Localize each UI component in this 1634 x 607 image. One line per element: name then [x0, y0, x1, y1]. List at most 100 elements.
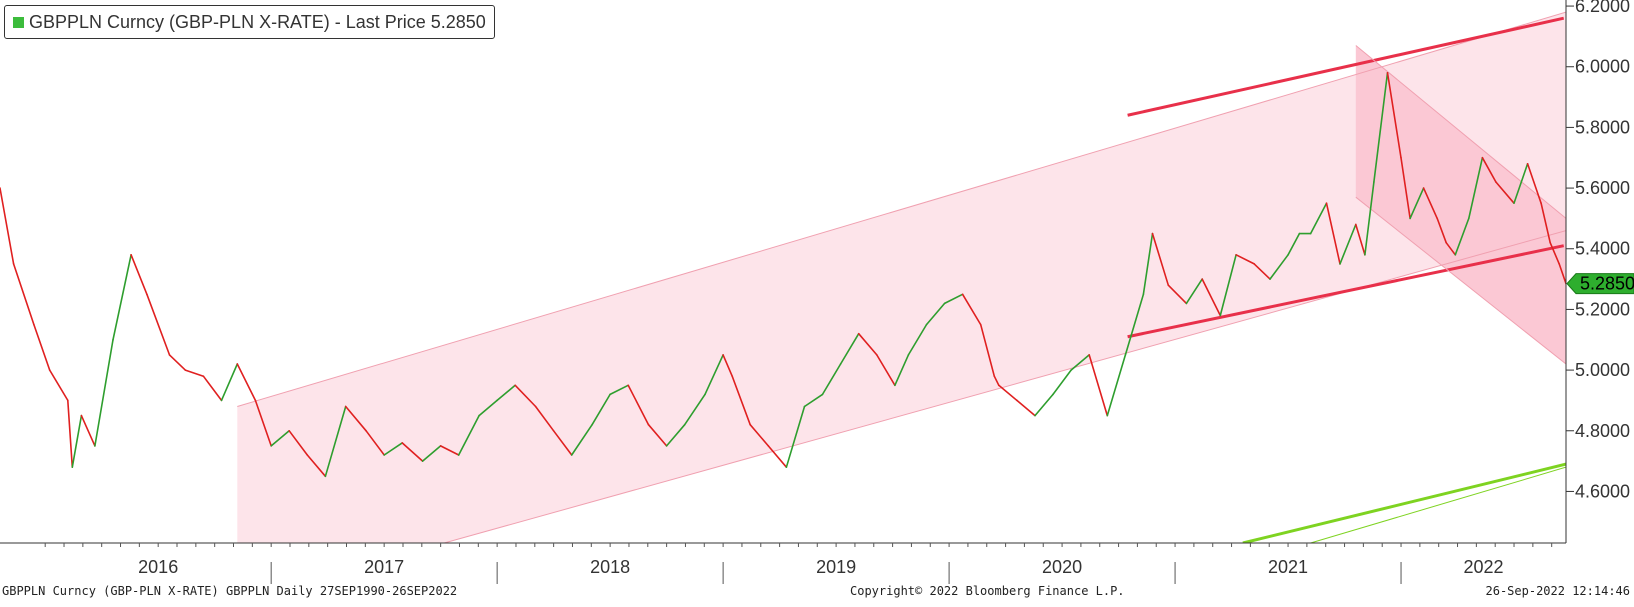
price-segment [925, 302, 946, 326]
trend-line-5 [1355, 196, 1566, 365]
trend-line-7 [1310, 466, 1566, 543]
price-segment [365, 429, 386, 456]
y-tick-label: 6.2000 [1575, 0, 1630, 16]
price-segment [496, 384, 517, 402]
price-segment [875, 354, 896, 387]
trend-line-3 [1127, 244, 1565, 339]
price-segment [254, 399, 273, 447]
price-segment [943, 293, 964, 305]
price-segment [1468, 156, 1484, 220]
price-segment [857, 332, 878, 356]
price-segment [997, 384, 1018, 402]
price-segment [288, 429, 309, 456]
price-segment [722, 354, 734, 378]
price-segment [1445, 241, 1457, 256]
legend-label: GBPPLN Curncy (GBP-PLN X-RATE) - Last Pr… [29, 11, 486, 32]
price-segment [202, 375, 223, 402]
y-tick-label: 5.4000 [1575, 239, 1630, 259]
footer-copyright: Copyright© 2022 Bloomberg Finance L.P. [850, 584, 1125, 598]
price-segment [168, 354, 187, 371]
y-tick-label: 5.6000 [1575, 178, 1630, 198]
price-segment [1339, 223, 1357, 265]
axes: 4.6000 4.8000 5.0000 5.2000 5.4000 5.6000 5.80… [0, 0, 1634, 584]
price-segment [1526, 163, 1542, 204]
price-segment [0, 187, 15, 265]
y-tick-label: 4.6000 [1575, 481, 1630, 501]
price-segment [1088, 354, 1109, 417]
x-tick-label: 2022 [1463, 557, 1503, 577]
price-segment [731, 375, 752, 426]
price-segment [33, 323, 51, 371]
price-segment [1052, 369, 1072, 396]
price-segment [71, 414, 83, 469]
price-segment [146, 293, 171, 356]
price-segment [979, 323, 996, 378]
price-segment [1355, 223, 1366, 256]
price-segment [1287, 232, 1301, 256]
price-segment [839, 332, 860, 365]
price-segment [907, 323, 928, 356]
price-segment [627, 384, 650, 426]
price-segment [767, 445, 788, 469]
price-segment [552, 429, 573, 456]
price-segment [1235, 254, 1255, 265]
price-segment [236, 363, 257, 402]
price-segment [220, 363, 239, 402]
price-segment [421, 445, 442, 462]
price-segment [1034, 393, 1054, 417]
footer-source: GBPPLN Curncy (GBP-PLN X-RATE) GBPPLN Da… [2, 584, 458, 598]
channel-fill-0 [237, 12, 1566, 543]
price-segment [130, 254, 148, 296]
x-tick-label: 2019 [816, 557, 856, 577]
price-segment [1253, 263, 1271, 280]
price-segment [80, 414, 96, 447]
price-segment [785, 405, 806, 469]
price-segment [534, 405, 555, 432]
price-segment [306, 454, 327, 478]
channel-fills [237, 12, 1566, 543]
price-segment [1436, 217, 1447, 244]
price-segment [993, 375, 1000, 387]
trend-line-2 [1127, 16, 1565, 117]
price-segment [1422, 187, 1438, 220]
price-segment [749, 423, 770, 447]
price-segment [1219, 254, 1237, 317]
trend-lines [237, 11, 1566, 543]
price-segment [1481, 156, 1497, 183]
price-segment [48, 369, 69, 402]
trend-line-6 [1242, 462, 1566, 543]
price-segment [894, 354, 910, 387]
x-tick-label: 2017 [364, 557, 404, 577]
price-series [0, 72, 1566, 478]
last-price-label: 5.2850 [1580, 274, 1634, 294]
price-segment [324, 405, 347, 478]
price-segment [1386, 72, 1402, 159]
price-segment [1373, 72, 1389, 183]
price-segment [1142, 232, 1154, 296]
price-segment [514, 384, 537, 408]
price-segment [1558, 263, 1566, 285]
price-segment [591, 393, 611, 426]
price-segment [1269, 254, 1289, 280]
price-segment [1309, 202, 1328, 235]
price-segment [647, 423, 668, 447]
price-segment [67, 399, 74, 469]
price-segment [112, 254, 132, 341]
price-segment [1400, 156, 1411, 220]
price-segment [1325, 202, 1341, 265]
price-segment [94, 338, 114, 447]
price-segment [803, 393, 824, 408]
price-segment [683, 393, 706, 426]
price-segment [1151, 232, 1170, 287]
price-segment [439, 445, 460, 456]
trend-line-0 [237, 11, 1566, 407]
price-segment [478, 399, 498, 417]
price-segment [1106, 354, 1127, 417]
price-segment [704, 354, 724, 396]
price-segment [1513, 163, 1529, 204]
price-segment [1124, 293, 1145, 356]
price-segment [961, 293, 982, 326]
price-segment [457, 414, 480, 456]
